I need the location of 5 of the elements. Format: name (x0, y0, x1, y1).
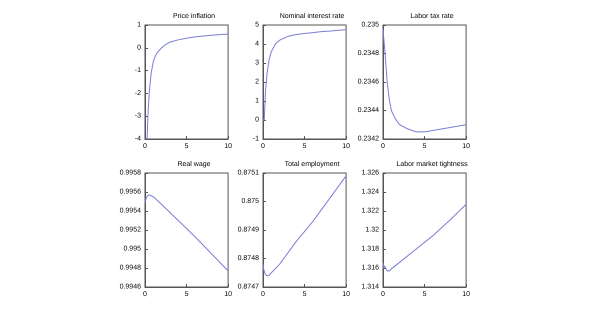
line-series (144, 194, 229, 272)
line-series (262, 29, 347, 120)
line-series (262, 175, 347, 276)
line-series (382, 28, 467, 132)
line-series (382, 204, 467, 272)
